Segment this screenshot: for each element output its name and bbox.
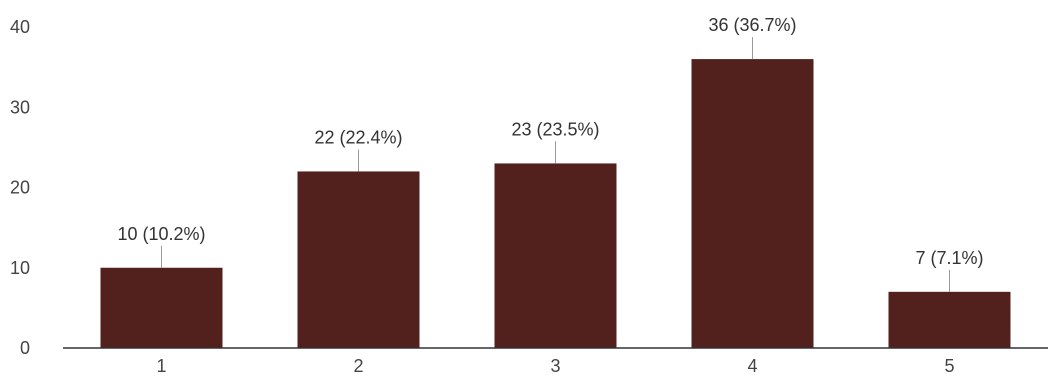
bar — [691, 59, 814, 348]
y-tick-label: 40 — [10, 17, 30, 37]
data-label: 22 (22.4%) — [314, 127, 402, 147]
y-tick-label: 30 — [10, 97, 30, 117]
x-tick-label: 5 — [944, 356, 954, 376]
bar — [494, 163, 617, 348]
bar — [297, 171, 420, 348]
x-tick-label: 4 — [747, 356, 757, 376]
y-tick-label: 0 — [20, 338, 30, 358]
x-tick-label: 2 — [353, 356, 363, 376]
bar — [888, 291, 1011, 348]
y-tick-label: 20 — [10, 178, 30, 198]
x-tick-label: 3 — [550, 356, 560, 376]
data-label: 7 (7.1%) — [915, 248, 983, 268]
data-label: 23 (23.5%) — [511, 119, 599, 139]
bar — [100, 267, 223, 348]
y-tick-label: 10 — [10, 258, 30, 278]
data-label: 10 (10.2%) — [117, 224, 205, 244]
data-label: 36 (36.7%) — [708, 15, 796, 35]
x-tick-label: 1 — [156, 356, 166, 376]
